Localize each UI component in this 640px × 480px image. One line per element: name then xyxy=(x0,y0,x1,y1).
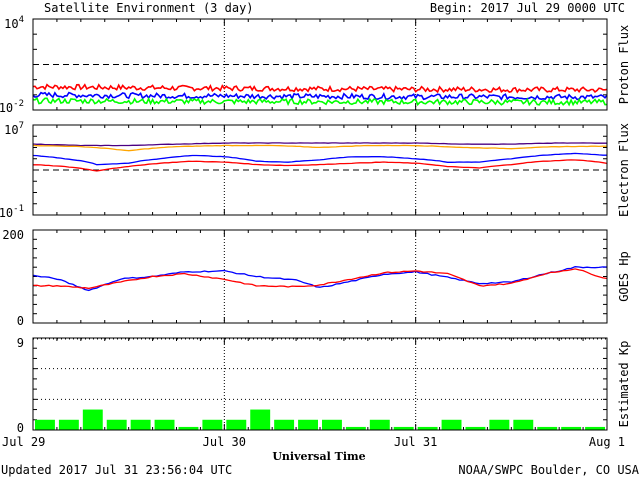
kp-bar xyxy=(322,419,342,430)
x-tick-label: Aug 1 xyxy=(589,435,625,449)
begin-time: Begin: 2017 Jul 29 0000 UTC xyxy=(430,1,625,15)
kp-bar xyxy=(489,419,510,430)
y-tick-label: 104 xyxy=(4,15,24,31)
series-red xyxy=(33,159,607,172)
credit: NOAA/SWPC Boulder, CO USA xyxy=(458,463,639,477)
panel-kp: 9 0 Estimated Kp xyxy=(17,336,631,435)
kp-bar xyxy=(106,419,127,430)
x-tick-label: Jul 31 xyxy=(394,435,437,449)
panel-electron: 107 10-1 Electron Flux xyxy=(0,121,631,220)
y-tick-label: 10-2 xyxy=(0,99,24,115)
panel-goes-hp: 200 0 GOES Hp xyxy=(2,228,631,328)
kp-bar xyxy=(154,419,175,430)
y-tick-label: 0 xyxy=(17,421,24,435)
kp-bar xyxy=(537,426,558,430)
kp-bar xyxy=(35,419,55,430)
kp-bar xyxy=(202,419,223,430)
panel-frame xyxy=(32,18,608,111)
kp-bar xyxy=(226,419,247,430)
panel-proton: 104 10-2 Proton Flux xyxy=(0,15,631,115)
kp-bar xyxy=(417,426,438,430)
kp-bar xyxy=(369,419,390,430)
kp-bar xyxy=(441,419,462,430)
kp-bar xyxy=(465,426,486,430)
series-orange xyxy=(33,144,607,152)
kp-bar xyxy=(298,419,318,430)
y-axis-label: Proton Flux xyxy=(617,25,631,104)
y-axis-label: Estimated Kp xyxy=(617,341,631,428)
series-purple xyxy=(33,142,607,147)
y-tick-label: 200 xyxy=(2,228,24,242)
chart-title: Satellite Environment (3 day) xyxy=(44,1,254,15)
kp-bar xyxy=(585,426,605,430)
series-red xyxy=(33,83,607,94)
series-blue xyxy=(33,91,607,101)
series-blue xyxy=(33,266,607,292)
kp-bar xyxy=(178,426,199,430)
y-tick-label: 107 xyxy=(4,121,24,137)
panel-frame xyxy=(32,124,608,216)
y-tick-label: 9 xyxy=(17,336,24,350)
kp-bar xyxy=(513,419,534,430)
y-tick-label: 0 xyxy=(17,314,24,328)
y-axis-label: GOES Hp xyxy=(617,251,631,302)
kp-bar xyxy=(58,419,79,430)
x-tick-label: Jul 30 xyxy=(203,435,246,449)
panel-frame xyxy=(32,337,608,431)
kp-bar xyxy=(274,419,295,430)
series-blue xyxy=(33,152,607,166)
kp-bar xyxy=(345,426,366,430)
x-axis-label: Universal Time xyxy=(272,450,365,463)
panel-frame xyxy=(32,229,608,324)
series-green xyxy=(33,96,607,107)
updated-time: Updated 2017 Jul 31 23:56:04 UTC xyxy=(1,463,232,477)
kp-bar xyxy=(130,419,151,430)
y-tick-label: 10-1 xyxy=(0,204,24,220)
y-axis-label: Electron Flux xyxy=(617,123,631,217)
x-tick-label: Jul 29 xyxy=(2,435,45,449)
kp-bar xyxy=(393,426,414,430)
kp-bar xyxy=(82,409,103,430)
kp-bar xyxy=(561,426,582,430)
kp-bar xyxy=(250,409,271,430)
series-red xyxy=(33,268,607,290)
